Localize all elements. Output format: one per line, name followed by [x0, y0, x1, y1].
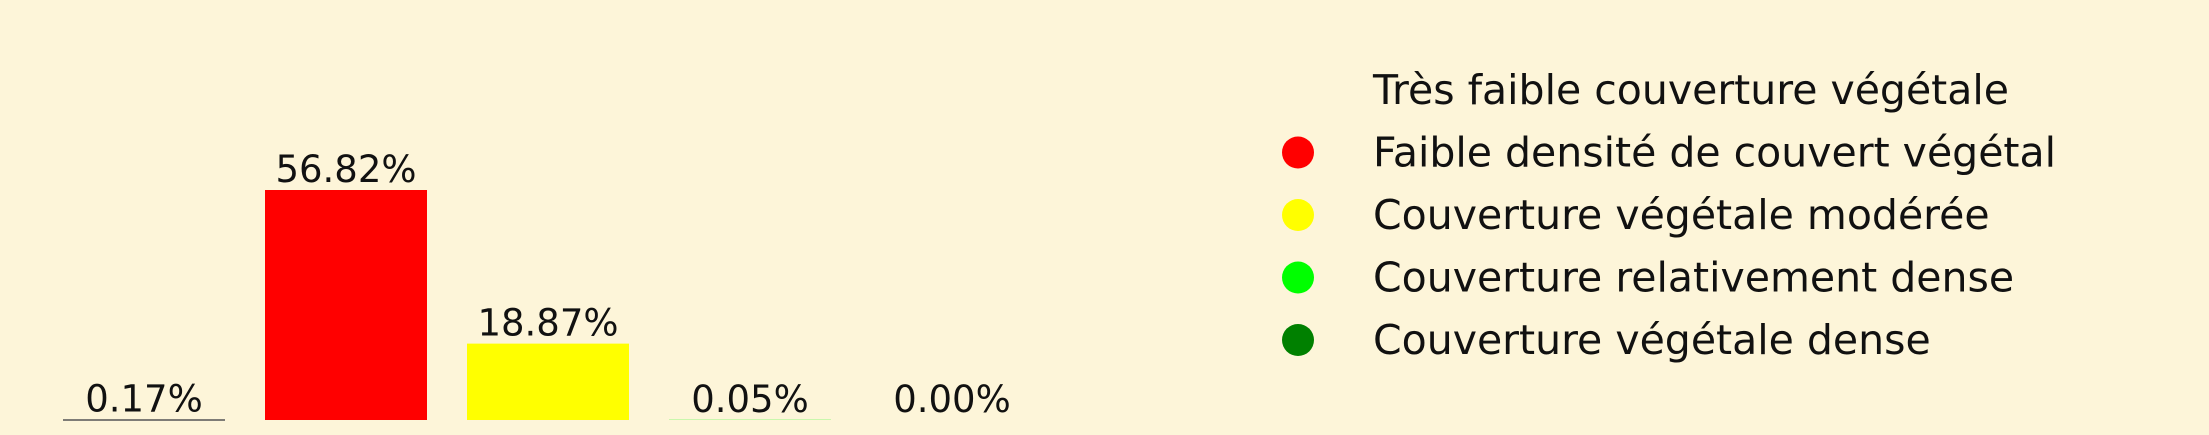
bar-2: [265, 190, 427, 420]
legend-label-3: Couverture végétale modérée: [1373, 191, 1990, 239]
legend-marker-4: [1282, 261, 1314, 294]
value-label-3: 18.87%: [477, 302, 618, 345]
legend-marker-5: [1282, 324, 1314, 356]
value-label-5: 0.00%: [893, 378, 1011, 421]
bars-group: [63, 190, 831, 421]
bar-3: [467, 343, 629, 420]
legend-label-5: Couverture végétale dense: [1373, 316, 1931, 364]
legend-label-1: Très faible couverture végétale: [1372, 66, 2009, 114]
value-labels-group: 0.17% 56.82% 18.87% 0.05% 0.00%: [85, 148, 1011, 421]
legend-marker-2: [1282, 136, 1314, 169]
legend-label-4: Couverture relativement dense: [1373, 254, 2014, 302]
value-label-2: 56.82%: [275, 148, 416, 191]
legend-marker-3: [1282, 199, 1314, 231]
legend-marker-1: [1282, 74, 1314, 106]
legend-label-2: Faible densité de couvert végétal: [1373, 129, 2056, 177]
legend: Très faible couverture végétale Faible de…: [1282, 66, 2056, 364]
value-label-4: 0.05%: [691, 378, 809, 421]
value-label-1: 0.17%: [85, 377, 203, 420]
